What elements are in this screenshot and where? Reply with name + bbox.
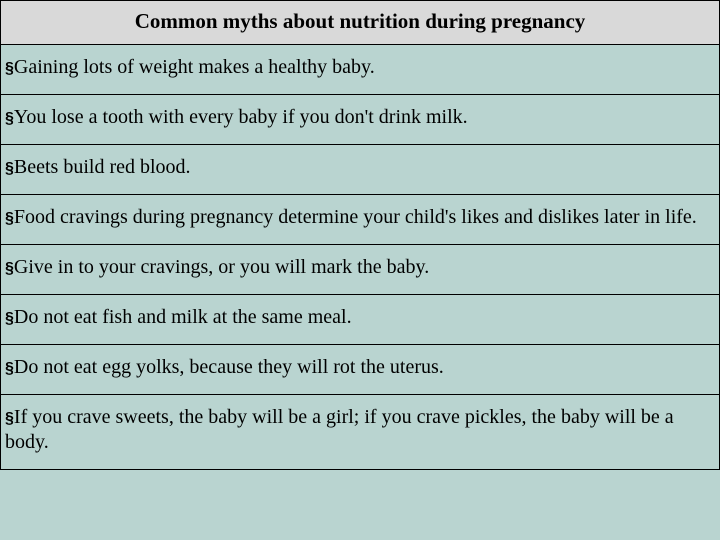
row-text: Give in to your cravings, or you will ma…	[14, 256, 429, 278]
row-text: You lose a tooth with every baby if you …	[14, 106, 468, 128]
table-row: §Do not eat fish and milk at the same me…	[1, 295, 720, 345]
row-text: Beets build red blood.	[14, 156, 191, 178]
bullet-icon: §	[5, 209, 14, 229]
table-row: §Beets build red blood.	[1, 145, 720, 195]
table-row: §You lose a tooth with every baby if you…	[1, 95, 720, 145]
bullet-icon: §	[5, 359, 14, 379]
myths-table: Common myths about nutrition during preg…	[0, 0, 720, 470]
row-text: If you crave sweets, the baby will be a …	[5, 406, 674, 453]
bullet-icon: §	[5, 109, 14, 129]
row-text: Do not eat egg yolks, because they will …	[14, 356, 444, 378]
bullet-icon: §	[5, 159, 14, 179]
table-row: §Do not eat egg yolks, because they will…	[1, 345, 720, 395]
row-text: Gaining lots of weight makes a healthy b…	[14, 56, 375, 78]
row-text: Do not eat fish and milk at the same mea…	[14, 306, 352, 328]
table-title: Common myths about nutrition during preg…	[135, 9, 586, 33]
bullet-icon: §	[5, 59, 14, 79]
table-row: §Give in to your cravings, or you will m…	[1, 245, 720, 295]
bullet-icon: §	[5, 259, 14, 279]
row-text: Food cravings during pregnancy determine…	[14, 206, 697, 228]
table-row: §Food cravings during pregnancy determin…	[1, 195, 720, 245]
table-header: Common myths about nutrition during preg…	[1, 1, 720, 45]
bullet-icon: §	[5, 309, 14, 329]
table-row: §Gaining lots of weight makes a healthy …	[1, 45, 720, 95]
bullet-icon: §	[5, 409, 14, 429]
table-row: §If you crave sweets, the baby will be a…	[1, 395, 720, 470]
